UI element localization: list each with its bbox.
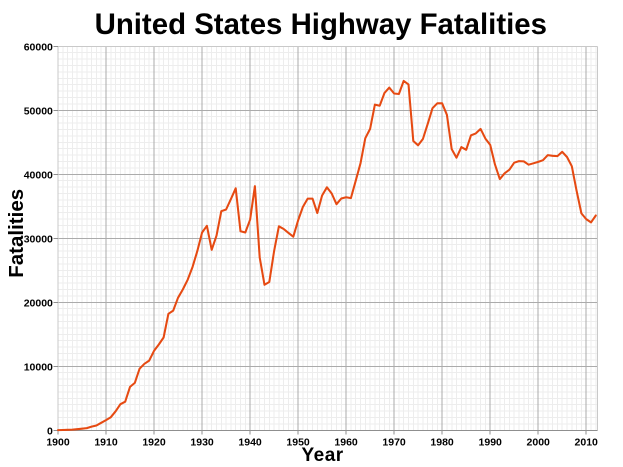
svg-text:1980: 1980 [430, 437, 454, 449]
svg-text:1950: 1950 [286, 437, 310, 449]
svg-text:30000: 30000 [24, 233, 53, 245]
svg-text:60000: 60000 [24, 41, 53, 53]
svg-text:1960: 1960 [334, 437, 358, 449]
svg-text:1920: 1920 [142, 437, 166, 449]
svg-text:2010: 2010 [575, 437, 599, 449]
svg-text:50000: 50000 [24, 105, 53, 117]
svg-text:1970: 1970 [382, 437, 406, 449]
svg-text:10000: 10000 [24, 361, 53, 373]
svg-text:20000: 20000 [24, 297, 53, 309]
svg-text:1990: 1990 [479, 437, 503, 449]
svg-text:1910: 1910 [94, 437, 118, 449]
svg-text:1930: 1930 [190, 437, 214, 449]
svg-text:Year: Year [302, 445, 344, 466]
svg-text:2000: 2000 [527, 437, 551, 449]
svg-text:40000: 40000 [24, 169, 53, 181]
svg-text:1900: 1900 [46, 437, 70, 449]
svg-text:Fatalities: Fatalities [5, 189, 28, 278]
svg-text:United States Highway Fataliti: United States Highway Fatalities [95, 8, 547, 41]
svg-text:0: 0 [47, 425, 53, 437]
svg-text:1940: 1940 [238, 437, 262, 449]
